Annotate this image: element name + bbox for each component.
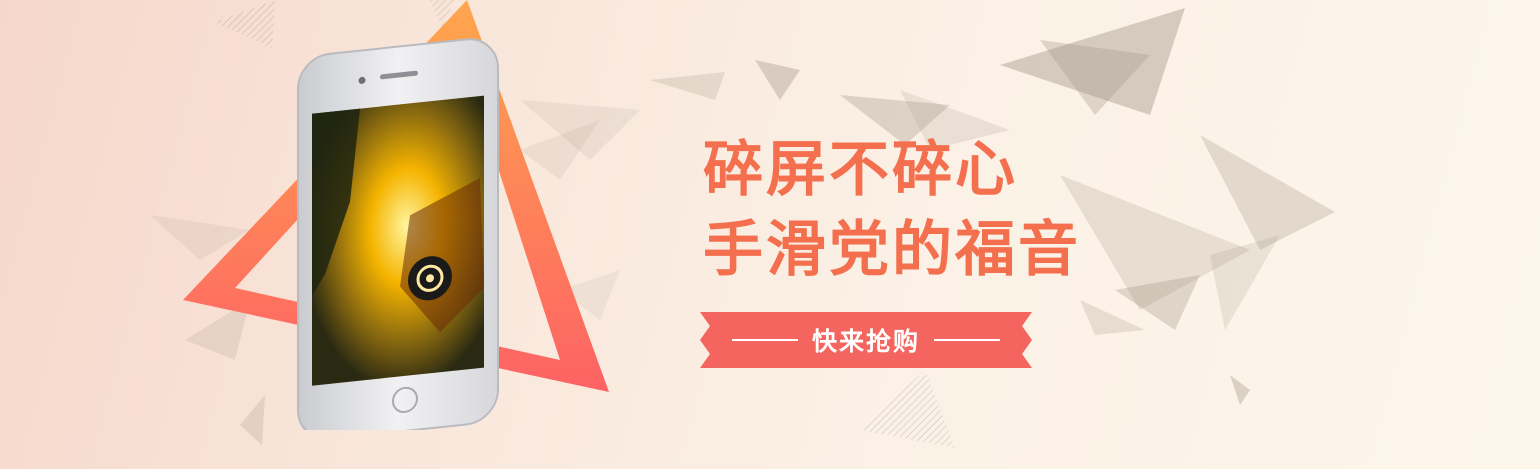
headline-line-1: 碎屏不碎心 bbox=[703, 135, 1018, 205]
button-right-rule bbox=[934, 339, 1000, 341]
smartphone-icon bbox=[297, 38, 499, 430]
buy-now-button[interactable]: 快来抢购 bbox=[700, 312, 1032, 368]
headline-line-2: 手滑党的福音 bbox=[703, 215, 1081, 285]
buy-now-label: 快来抢购 bbox=[811, 327, 920, 356]
button-left-rule bbox=[731, 339, 798, 341]
